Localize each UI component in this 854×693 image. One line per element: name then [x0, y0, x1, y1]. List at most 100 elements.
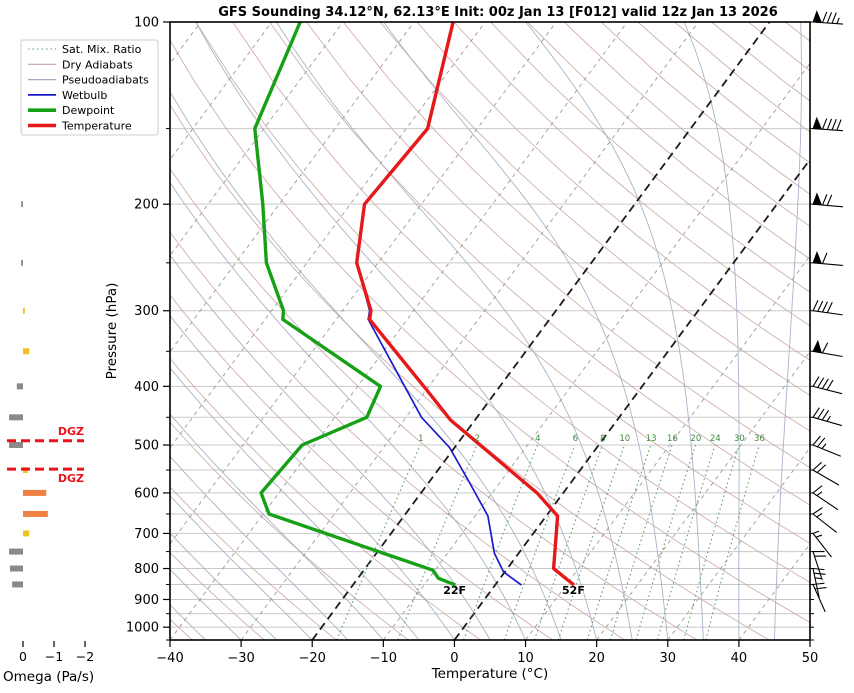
omega-bar: [9, 548, 23, 555]
mixing-ratio-line: [533, 444, 604, 640]
x-tick-label: 50: [802, 651, 819, 666]
dry-adiabat: [379, 22, 810, 396]
pseudoadiabat: [170, 90, 562, 640]
temperature-surface-label: 52F: [562, 584, 585, 597]
x-axis-label: Temperature (°C): [431, 666, 549, 682]
wetbulb-line: [355, 22, 522, 586]
omega-bar: [23, 489, 47, 496]
y-tick-label: 400: [134, 380, 159, 395]
y-tick-label: 800: [134, 562, 159, 577]
y-tick-label: 100: [134, 16, 159, 31]
dry-adiabat: [195, 22, 810, 583]
omega-panel: 0 −1 −2 DGZ DGZ: [7, 125, 94, 664]
wind-barb: [812, 116, 843, 132]
temperature-line: [355, 22, 576, 587]
dry-adiabat: [269, 22, 810, 506]
isotherms: [170, 22, 810, 640]
wind-barb: [812, 485, 839, 511]
omega-bar: [16, 383, 23, 390]
x-tick-label: 10: [517, 651, 534, 666]
dry-adiabat: [416, 22, 810, 361]
pseudoadiabat: [170, 314, 455, 640]
omega-bar: [9, 565, 23, 572]
wind-barb: [812, 507, 837, 533]
mixing-ratio-lines: [336, 444, 760, 640]
x-tick-label: 30: [660, 651, 677, 666]
mixing-ratio-label: 13: [646, 434, 657, 444]
wind-barb: [812, 339, 843, 358]
wind-barb: [812, 10, 843, 25]
dgz-label: DGZ: [58, 472, 84, 485]
mixing-ratio-line: [586, 444, 652, 640]
y-tick-label: 1000: [126, 621, 159, 636]
pseudoadiabat: [170, 181, 527, 640]
omega-tick-label: 0: [19, 649, 27, 664]
omega-bar: [23, 307, 25, 314]
dry-adiabat: [784, 22, 810, 42]
mixing-ratio-line: [656, 444, 716, 640]
y-tick-label: 500: [134, 439, 159, 454]
isotherm: [240, 22, 699, 640]
wind-barb: [812, 376, 843, 395]
plot-border: [169, 21, 811, 641]
legend-label: Dry Adiabats: [62, 58, 133, 71]
pseudoadiabat: [170, 254, 491, 640]
isotherm: [738, 543, 810, 640]
mixing-ratio-label: 4: [535, 434, 540, 444]
y-tick-label: 600: [134, 486, 159, 501]
dry-adiabat: [600, 22, 810, 195]
omega-bar: [9, 442, 23, 449]
mixing-ratio-line: [397, 444, 478, 640]
isotherm-bold: [453, 158, 810, 640]
omega-bar: [23, 510, 48, 517]
wind-barb: [812, 192, 843, 208]
mixing-ratio-label: 10: [619, 434, 630, 444]
mixing-ratio-label: 2: [475, 434, 480, 444]
mixing-ratio-label: 1: [418, 434, 423, 444]
wind-barb-column: [812, 10, 843, 613]
isotherm: [667, 447, 810, 640]
mixing-ratio-line: [609, 444, 673, 640]
isotherm: [170, 22, 344, 257]
x-tick-label: 20: [588, 651, 605, 666]
dry-adiabat: [170, 294, 553, 640]
isotherm-bold: [311, 22, 771, 640]
isotherm: [170, 22, 486, 449]
omega-bar: [21, 259, 23, 266]
pseudoadiabat: [276, 22, 633, 640]
mixing-ratio-label: 36: [754, 434, 765, 444]
pseudoadiabat: [170, 532, 278, 640]
x-tick-label: −30: [227, 651, 254, 666]
dry-adiabat: [170, 486, 337, 640]
isotherm: [382, 62, 810, 640]
x-tick-label: −20: [299, 651, 326, 666]
omega-bar: [23, 348, 30, 355]
wind-barb: [812, 461, 840, 486]
sounding-profiles: [253, 22, 576, 587]
omega-bar: [21, 201, 23, 208]
pseudoadiabat: [170, 455, 349, 640]
mixing-ratio-line: [336, 444, 421, 640]
dry-adiabat: [170, 357, 481, 640]
pseudoadiabat: [170, 568, 242, 640]
wind-barb: [812, 250, 843, 266]
mixing-ratio-label: 6: [573, 434, 578, 444]
mixing-ratio-label: 24: [710, 434, 721, 444]
legend-label: Temperature: [61, 120, 132, 133]
dry-adiabats: [170, 22, 810, 640]
dry-adiabat: [453, 22, 810, 327]
dewpoint-line: [253, 22, 456, 587]
mixing-ratio-label: 30: [734, 434, 745, 444]
isotherm: [525, 254, 810, 640]
legend-label: Wetbulb: [62, 89, 107, 102]
dry-adiabat: [170, 39, 810, 623]
pseudoadiabat: [170, 494, 313, 640]
mixing-ratio-line: [705, 444, 760, 640]
mixing-ratio-line: [683, 444, 740, 640]
dry-adiabat: [170, 168, 698, 640]
omega-bar: [23, 530, 30, 537]
dry-adiabat: [637, 22, 810, 164]
dry-adiabat: [170, 421, 409, 640]
